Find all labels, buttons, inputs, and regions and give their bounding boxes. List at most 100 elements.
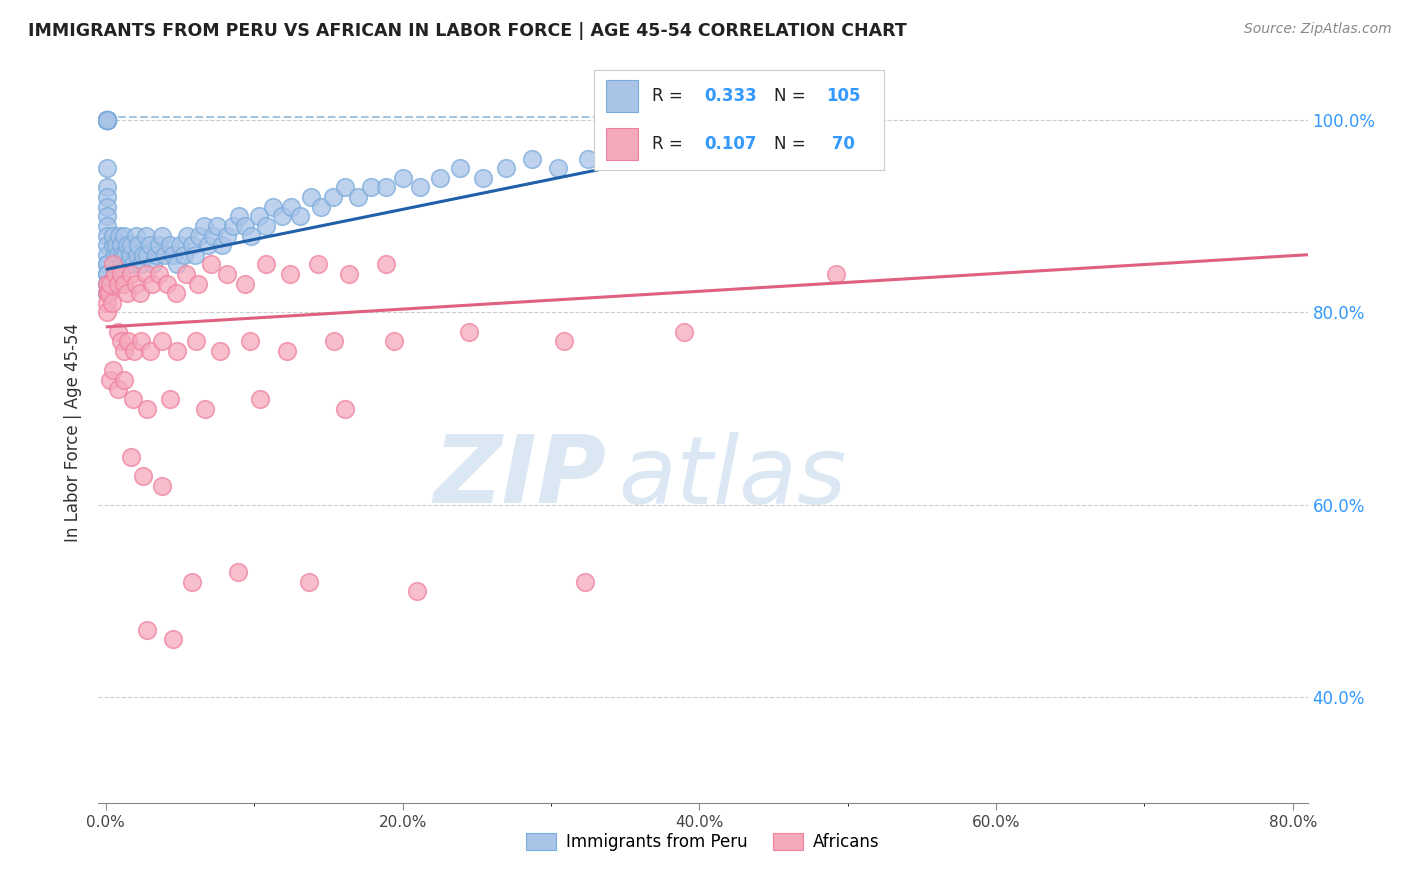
Point bbox=[761, 122, 783, 136]
Point bbox=[96, 113, 118, 128]
Point bbox=[107, 277, 129, 291]
Point bbox=[96, 267, 118, 281]
Legend: Immigrants from Peru, Africans: Immigrants from Peru, Africans bbox=[520, 826, 886, 857]
Point bbox=[360, 180, 382, 194]
Point bbox=[188, 228, 211, 243]
Point bbox=[576, 152, 599, 166]
Point bbox=[135, 267, 157, 281]
Point bbox=[150, 478, 173, 492]
Point bbox=[173, 248, 195, 262]
Point bbox=[150, 228, 173, 243]
Point bbox=[290, 209, 312, 223]
Point bbox=[239, 334, 262, 349]
Point bbox=[117, 257, 139, 271]
Point bbox=[96, 113, 118, 128]
Point bbox=[673, 325, 696, 339]
Point bbox=[129, 286, 152, 301]
Point bbox=[148, 267, 170, 281]
Point bbox=[111, 248, 134, 262]
Point bbox=[96, 286, 118, 301]
Point bbox=[103, 257, 125, 271]
Point bbox=[323, 334, 346, 349]
Point bbox=[96, 113, 118, 128]
Point bbox=[107, 248, 129, 262]
Point bbox=[112, 373, 135, 387]
Point bbox=[247, 209, 270, 223]
Point bbox=[135, 228, 157, 243]
Text: ZIP: ZIP bbox=[433, 431, 606, 523]
Point bbox=[124, 277, 146, 291]
Point bbox=[280, 200, 302, 214]
Point bbox=[159, 392, 181, 406]
Point bbox=[458, 325, 481, 339]
Point bbox=[145, 248, 167, 262]
Point bbox=[96, 248, 118, 262]
Point bbox=[136, 623, 159, 637]
Point bbox=[120, 450, 142, 464]
Point bbox=[263, 200, 285, 214]
Point bbox=[110, 238, 132, 252]
Point bbox=[186, 334, 208, 349]
Point bbox=[574, 574, 596, 589]
Point bbox=[127, 238, 149, 252]
Point bbox=[96, 257, 118, 271]
Point bbox=[96, 267, 118, 281]
Point bbox=[254, 257, 277, 271]
Point bbox=[678, 142, 700, 156]
Point bbox=[96, 257, 118, 271]
Point bbox=[271, 209, 294, 223]
Point bbox=[139, 343, 162, 358]
Point bbox=[547, 161, 569, 176]
Point bbox=[307, 257, 329, 271]
Point bbox=[553, 334, 575, 349]
Point bbox=[112, 343, 135, 358]
Point bbox=[233, 219, 256, 233]
Point bbox=[194, 401, 217, 416]
Point bbox=[118, 248, 141, 262]
Point bbox=[112, 228, 135, 243]
Point bbox=[141, 277, 163, 291]
Point bbox=[495, 161, 517, 176]
Point bbox=[132, 248, 155, 262]
Point bbox=[100, 295, 122, 310]
Point bbox=[105, 238, 128, 252]
Y-axis label: In Labor Force | Age 45-54: In Labor Force | Age 45-54 bbox=[65, 323, 83, 542]
Point bbox=[717, 132, 740, 146]
Point bbox=[98, 373, 121, 387]
Point bbox=[299, 190, 322, 204]
Point bbox=[107, 382, 129, 396]
Point bbox=[115, 286, 138, 301]
Text: atlas: atlas bbox=[619, 432, 846, 523]
Point bbox=[136, 401, 159, 416]
Point bbox=[180, 238, 202, 252]
Point bbox=[132, 469, 155, 483]
Point bbox=[131, 334, 153, 349]
Point bbox=[148, 238, 170, 252]
Point bbox=[96, 286, 118, 301]
Point bbox=[156, 277, 179, 291]
Point bbox=[169, 238, 191, 252]
Point bbox=[104, 248, 127, 262]
Point bbox=[159, 238, 181, 252]
Point bbox=[96, 219, 118, 233]
Point bbox=[96, 113, 118, 128]
Point bbox=[142, 257, 165, 271]
Point bbox=[162, 248, 184, 262]
Point bbox=[309, 200, 332, 214]
Point bbox=[607, 152, 630, 166]
Point bbox=[117, 334, 139, 349]
Point bbox=[180, 574, 202, 589]
Point bbox=[217, 267, 239, 281]
Point bbox=[122, 343, 145, 358]
Point bbox=[103, 228, 125, 243]
Point bbox=[166, 257, 188, 271]
Point bbox=[97, 286, 120, 301]
Point bbox=[96, 228, 118, 243]
Point bbox=[201, 228, 224, 243]
Point bbox=[184, 248, 207, 262]
Point bbox=[96, 277, 118, 291]
Point bbox=[103, 238, 125, 252]
Point bbox=[103, 363, 125, 377]
Point bbox=[406, 584, 429, 599]
Point bbox=[375, 180, 398, 194]
